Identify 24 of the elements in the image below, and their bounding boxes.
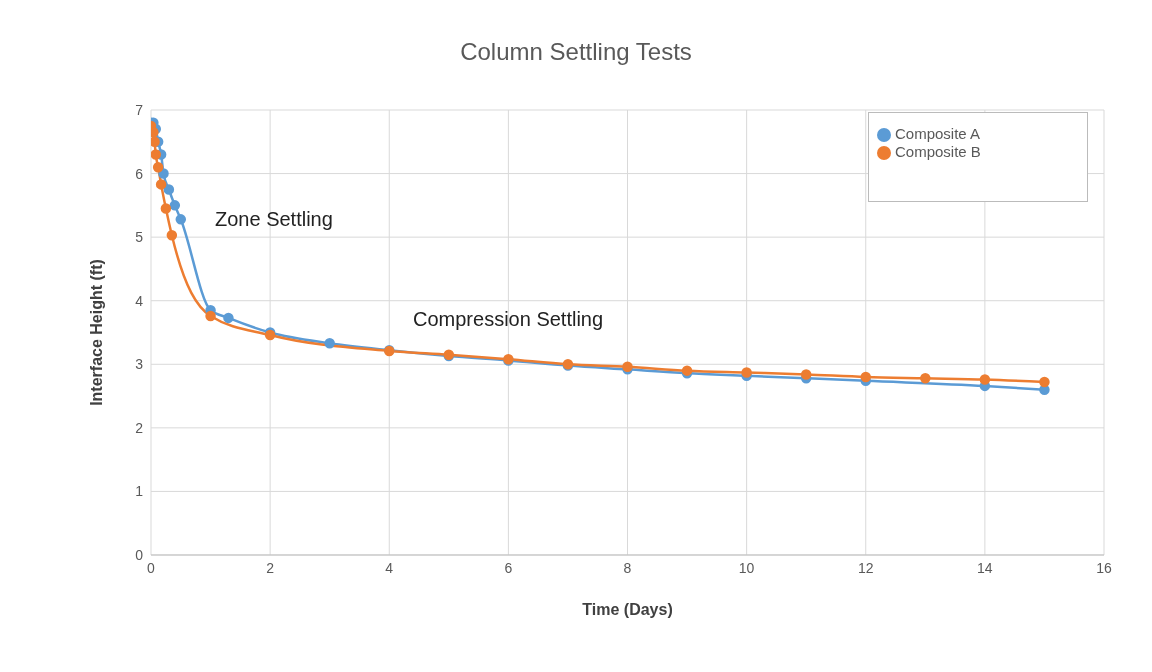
chart-title: Column Settling Tests (459, 38, 693, 66)
y-tick-label: 6 (135, 165, 144, 182)
y-tick-label: 4 (135, 292, 144, 309)
annotation: Zone Settling (215, 208, 333, 231)
x-tick-label: 16 (1096, 559, 1112, 576)
x-tick-label: 0 (147, 559, 156, 576)
x-tick-label: 14 (977, 559, 993, 576)
x-tick-label: 10 (738, 559, 755, 576)
legend-label: Composite B (895, 143, 981, 160)
y-axis-title: Interface Height (ft) (87, 259, 105, 406)
x-tick-label: 8 (623, 559, 632, 576)
y-tick-label: 5 (135, 229, 144, 246)
y-tick-label: 2 (135, 419, 144, 436)
y-tick-label: 3 (135, 356, 144, 373)
annotation: Compression Settling (413, 308, 604, 331)
y-tick-label: 1 (135, 483, 144, 500)
legend-label: Composite A (895, 125, 981, 142)
x-tick-label: 4 (385, 559, 394, 576)
x-tick-label: 6 (504, 559, 513, 576)
y-tick-label: 0 (135, 546, 144, 563)
x-tick-label: 2 (266, 559, 275, 576)
x-tick-label: 12 (857, 559, 874, 576)
x-axis-title: Time (Days) (582, 601, 673, 618)
y-tick-label: 7 (135, 101, 144, 118)
